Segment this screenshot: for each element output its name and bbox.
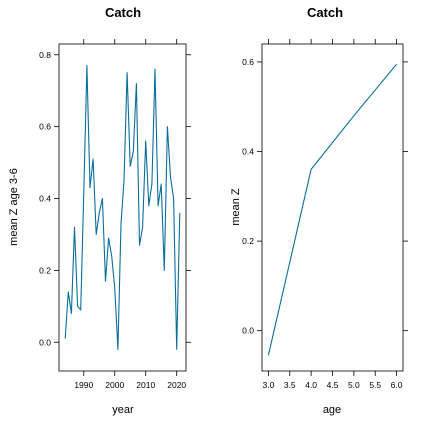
x-tick-label: 4.5 [327,380,339,390]
panel-1-frame [58,43,187,372]
panel-1-x-axis-label: year [112,404,134,416]
y-tick-label: 0.0 [242,326,254,336]
panel-mean-z-by-year: Catch year mean Z age 3-6 1990 2000 2010 20… [8,5,191,416]
x-tick-label: 5.5 [369,380,381,390]
y-tick-label: 0.4 [39,194,51,204]
y-tick-label: 0.0 [39,337,51,347]
x-tick-label: 5.0 [348,380,360,390]
y-tick-label: 0.2 [242,236,254,246]
x-tick-label: 3.0 [262,380,274,390]
panel-2-series-line [267,63,398,356]
y-tick-label: 0.2 [39,265,51,275]
panel-2-y-axis-label: mean Z [230,188,242,226]
x-tick-label: 2020 [167,380,186,390]
x-tick-label: 1990 [74,380,93,390]
panel-2-title: Catch [307,5,343,20]
x-tick-label: 2010 [136,380,155,390]
x-tick-label: 2000 [105,380,124,390]
panel-1-series-line [64,65,181,350]
panel-1-y-axis-label: mean Z age 3-6 [8,168,20,246]
y-tick-label: 0.6 [242,57,254,67]
y-tick-label: 0.4 [242,147,254,157]
y-tick-label: 0.6 [39,122,51,132]
panel-2-y-ticks: 0.0 0.2 0.4 0.6 [242,57,408,336]
x-tick-label: 6.0 [391,380,403,390]
y-tick-label: 0.8 [39,50,51,60]
panel-2-frame [261,43,404,372]
panel-2-x-ticks: 3.0 3.5 4.0 4.5 5.0 5.5 6.0 [262,39,403,390]
panel-mean-z-by-age: Catch age mean Z 3.0 3.5 4.0 4.5 5.0 5.5 6.0 0… [230,5,408,416]
panel-1-x-ticks: 1990 2000 2010 2020 [74,39,186,390]
x-tick-label: 3.5 [284,380,296,390]
panel-1-title: Catch [105,5,141,20]
x-tick-label: 4.0 [305,380,317,390]
panel-2-x-axis-label: age [323,404,341,416]
panel-1-y-ticks: 0.0 0.2 0.4 0.6 0.8 [39,50,191,347]
